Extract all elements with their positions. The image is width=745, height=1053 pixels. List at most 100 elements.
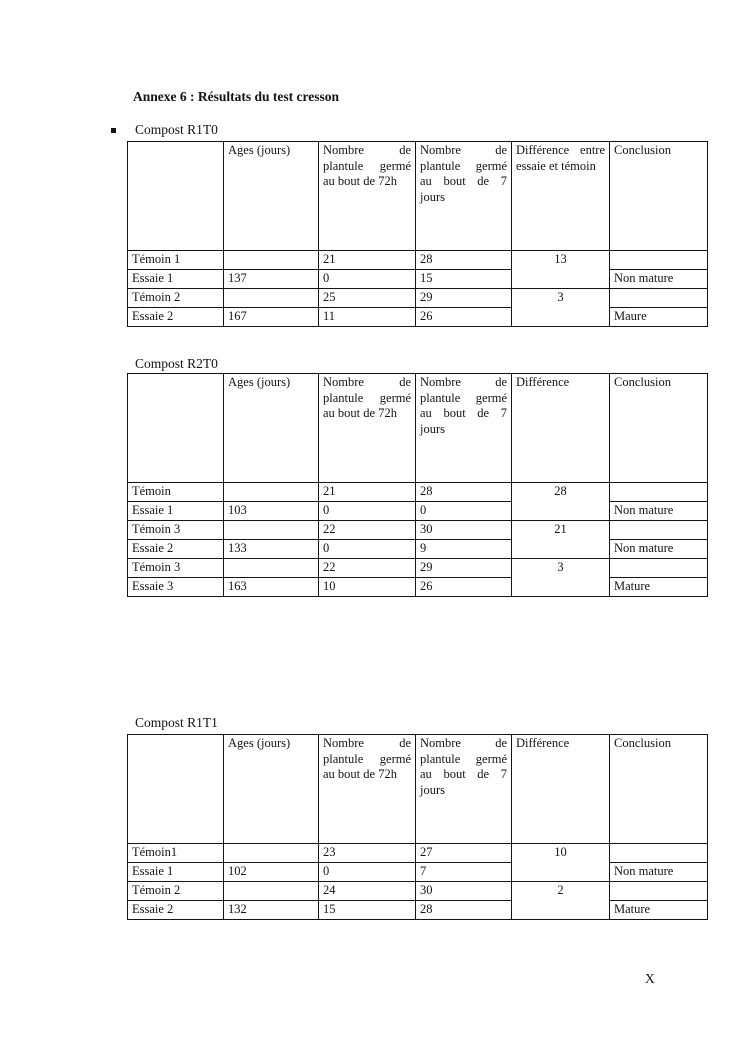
age-days-cell: 103 bbox=[223, 501, 319, 521]
age-days-cell: 167 bbox=[223, 307, 319, 327]
column-header: Différence bbox=[511, 734, 610, 844]
table-row: Essaie 2 132 15 28 Mature bbox=[127, 900, 708, 920]
table-row: Témoin 3 22 30 21 bbox=[127, 520, 708, 559]
germinated-72h-cell: 21 bbox=[318, 250, 416, 270]
conclusion-cell: Non mature bbox=[609, 539, 708, 559]
germinated-7days-cell: 30 bbox=[415, 520, 512, 540]
table-row: Essaie 2 167 11 26 Maure bbox=[127, 307, 708, 327]
germinated-72h-cell: 0 bbox=[318, 862, 416, 882]
column-header: Nombre de plantule germé au bout de 72h bbox=[318, 373, 416, 483]
age-days-cell bbox=[223, 520, 319, 540]
row-label-cell: Témoin1 bbox=[127, 843, 224, 863]
difference-cell: 3 bbox=[511, 558, 610, 597]
germinated-7days-cell: 29 bbox=[415, 558, 512, 578]
results-table: Ages (jours) Nombre de plantule germé au … bbox=[127, 141, 708, 327]
germinated-7days-cell: 27 bbox=[415, 843, 512, 863]
conclusion-cell bbox=[609, 558, 708, 578]
germinated-72h-cell: 11 bbox=[318, 307, 416, 327]
germinated-72h-cell: 0 bbox=[318, 501, 416, 521]
germinated-7days-cell: 29 bbox=[415, 288, 512, 308]
germinated-7days-cell: 15 bbox=[415, 269, 512, 289]
bullet-icon bbox=[111, 128, 116, 133]
table-row: Témoin 1 21 28 13 bbox=[127, 250, 708, 289]
row-label-cell: Essaie 3 bbox=[127, 577, 224, 597]
age-days-cell bbox=[223, 881, 319, 901]
germinated-7days-cell: 7 bbox=[415, 862, 512, 882]
difference-cell: 21 bbox=[511, 520, 610, 559]
germinated-72h-cell: 10 bbox=[318, 577, 416, 597]
germinated-72h-cell: 23 bbox=[318, 843, 416, 863]
section-label: Compost R2T0 bbox=[135, 356, 218, 372]
column-header: Nombre de plantule germé au bout de 72h bbox=[318, 734, 416, 844]
age-days-cell bbox=[223, 482, 319, 502]
column-header bbox=[127, 141, 224, 251]
difference-cell: 2 bbox=[511, 881, 610, 920]
row-label-cell: Essaie 1 bbox=[127, 501, 224, 521]
section-label: Compost R1T1 bbox=[135, 715, 218, 731]
germinated-72h-cell: 0 bbox=[318, 539, 416, 559]
germinated-72h-cell: 24 bbox=[318, 881, 416, 901]
conclusion-cell bbox=[609, 250, 708, 270]
results-table: Ages (jours) Nombre de plantule germé au … bbox=[127, 734, 708, 920]
age-days-cell bbox=[223, 843, 319, 863]
row-label-cell: Témoin 2 bbox=[127, 881, 224, 901]
column-header: Différence bbox=[511, 373, 610, 483]
difference-cell: 3 bbox=[511, 288, 610, 327]
column-header: Nombre de plantule germé au bout de 7 jo… bbox=[415, 373, 512, 483]
column-header bbox=[127, 734, 224, 844]
column-header bbox=[127, 373, 224, 483]
age-days-cell: 163 bbox=[223, 577, 319, 597]
age-days-cell: 137 bbox=[223, 269, 319, 289]
conclusion-cell: Maure bbox=[609, 307, 708, 327]
germinated-7days-cell: 0 bbox=[415, 501, 512, 521]
row-label-cell: Essaie 1 bbox=[127, 862, 224, 882]
table-row: Essaie 3 163 10 26 Mature bbox=[127, 577, 708, 597]
row-label-cell: Témoin 3 bbox=[127, 558, 224, 578]
results-table: Ages (jours) Nombre de plantule germé au … bbox=[127, 373, 708, 597]
table-row: Témoin 21 28 28 bbox=[127, 482, 708, 521]
conclusion-cell bbox=[609, 520, 708, 540]
row-label-cell: Témoin 2 bbox=[127, 288, 224, 308]
row-label-cell: Témoin 3 bbox=[127, 520, 224, 540]
row-label-cell: Témoin 1 bbox=[127, 250, 224, 270]
page-title: Annexe 6 : Résultats du test cresson bbox=[133, 89, 339, 104]
column-header: Nombre de plantule germé au bout de 7 jo… bbox=[415, 141, 512, 251]
conclusion-cell bbox=[609, 288, 708, 308]
conclusion-cell: Non mature bbox=[609, 862, 708, 882]
conclusion-cell bbox=[609, 843, 708, 863]
germinated-72h-cell: 15 bbox=[318, 900, 416, 920]
column-header: Nombre de plantule germé au bout de 72h bbox=[318, 141, 416, 251]
table-row: Témoin 2 24 30 2 bbox=[127, 881, 708, 920]
age-days-cell bbox=[223, 250, 319, 270]
germinated-7days-cell: 30 bbox=[415, 881, 512, 901]
column-header: Conclusion bbox=[609, 734, 708, 844]
germinated-7days-cell: 28 bbox=[415, 482, 512, 502]
germinated-7days-cell: 28 bbox=[415, 250, 512, 270]
germinated-72h-cell: 22 bbox=[318, 558, 416, 578]
age-days-cell: 133 bbox=[223, 539, 319, 559]
table-row: Essaie 2 133 0 9 Non mature bbox=[127, 539, 708, 559]
row-label-cell: Témoin bbox=[127, 482, 224, 502]
table-row: Essaie 1 137 0 15 Non mature bbox=[127, 269, 708, 289]
conclusion-cell bbox=[609, 881, 708, 901]
germinated-72h-cell: 0 bbox=[318, 269, 416, 289]
row-label-cell: Essaie 1 bbox=[127, 269, 224, 289]
germinated-72h-cell: 22 bbox=[318, 520, 416, 540]
difference-cell: 10 bbox=[511, 843, 610, 882]
row-label-cell: Essaie 2 bbox=[127, 307, 224, 327]
table-row: Témoin 3 22 29 3 bbox=[127, 558, 708, 597]
germinated-7days-cell: 9 bbox=[415, 539, 512, 559]
section-label: Compost R1T0 bbox=[111, 122, 218, 138]
age-days-cell: 132 bbox=[223, 900, 319, 920]
table-row: Témoin1 23 27 10 bbox=[127, 843, 708, 882]
section-label-text: Compost R2T0 bbox=[135, 356, 218, 371]
column-header: Ages (jours) bbox=[223, 734, 319, 844]
row-label-cell: Essaie 2 bbox=[127, 900, 224, 920]
age-days-cell bbox=[223, 288, 319, 308]
section-label-text: Compost R1T0 bbox=[135, 122, 218, 137]
difference-cell: 13 bbox=[511, 250, 610, 289]
germinated-7days-cell: 28 bbox=[415, 900, 512, 920]
conclusion-cell: Mature bbox=[609, 577, 708, 597]
column-header: Conclusion bbox=[609, 373, 708, 483]
